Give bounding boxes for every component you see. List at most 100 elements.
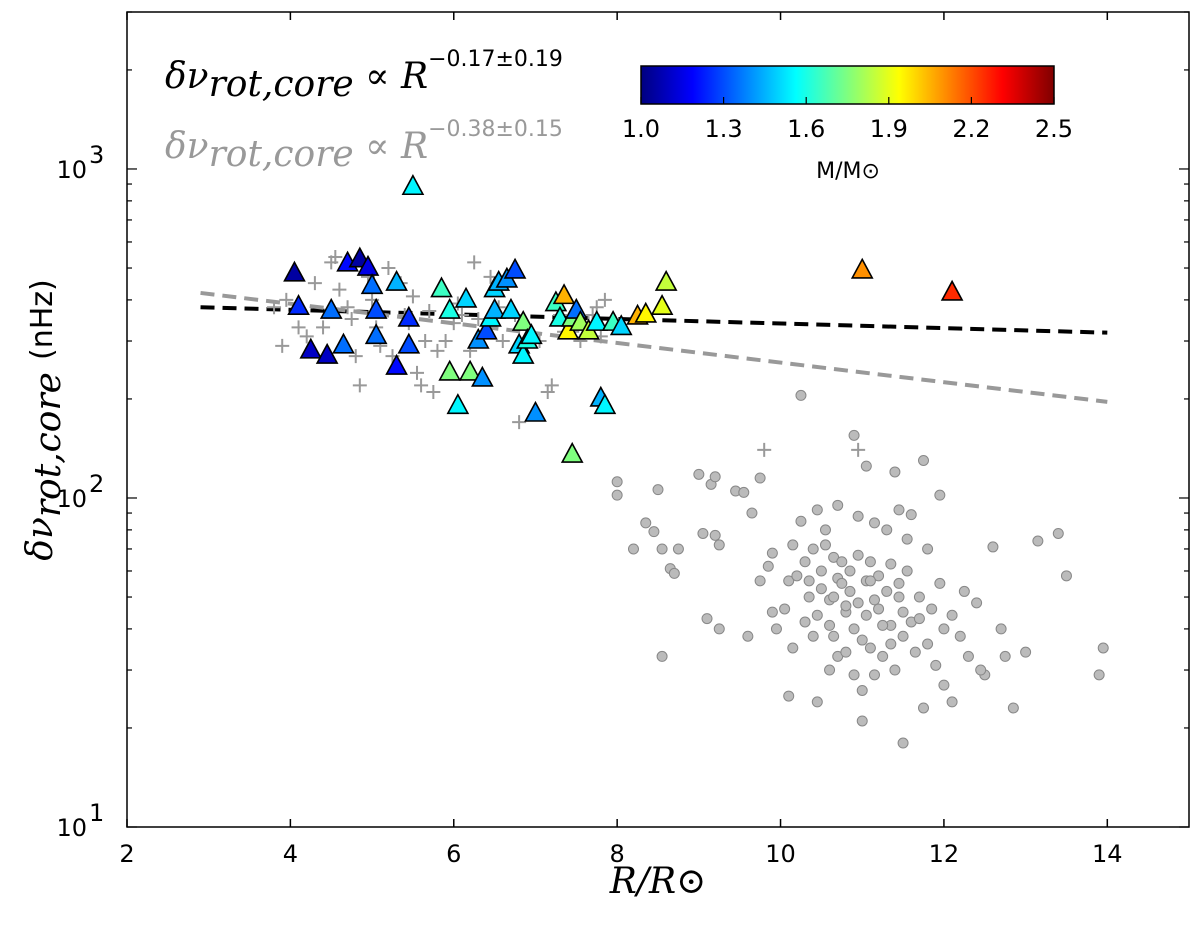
circle-point <box>889 466 901 478</box>
circle-point <box>909 646 921 658</box>
circle-point <box>840 600 852 612</box>
circle-point <box>868 669 880 681</box>
x-tick-label: 8 <box>610 840 625 868</box>
plus-point <box>348 349 363 364</box>
circle-point <box>873 570 885 582</box>
circle-point <box>958 585 970 597</box>
x-tick-label: 6 <box>446 840 461 868</box>
plus-point <box>291 320 306 335</box>
y-tick-label: 10 <box>56 485 87 513</box>
circle-point <box>815 565 827 577</box>
circle-point <box>852 549 864 561</box>
circle-point <box>918 702 929 714</box>
plus-point <box>471 311 486 326</box>
x-tick-label: 12 <box>929 840 960 868</box>
circle-point <box>828 591 840 603</box>
circle-point <box>672 543 684 555</box>
triangle-point <box>364 323 388 345</box>
circle-point <box>656 543 668 555</box>
x-tick-label: 2 <box>119 840 134 868</box>
circle-point <box>701 613 713 625</box>
triangle-point <box>430 276 453 298</box>
fit-annotation-black: δνrot,core ∝ R−0.17±0.19 <box>165 47 563 105</box>
plus-point <box>279 292 294 307</box>
circle-point <box>1093 669 1105 681</box>
circle-point <box>640 517 652 529</box>
circle-point <box>905 509 917 521</box>
triangle-point <box>654 269 678 291</box>
plus-point <box>597 292 612 307</box>
circle-point <box>824 619 836 631</box>
triangle-point <box>385 353 408 375</box>
triangle-point <box>446 393 470 415</box>
circle-point <box>913 591 925 603</box>
colorbar-tick-label: 1.6 <box>787 115 825 143</box>
circle-point <box>913 613 925 625</box>
plus-point <box>410 365 425 380</box>
circle-point <box>836 556 848 568</box>
circle-point <box>656 650 668 662</box>
circle-point <box>1097 642 1109 654</box>
circle-point <box>693 468 705 480</box>
circle-point <box>795 389 807 401</box>
circle-point <box>840 646 852 658</box>
circle-point <box>819 524 831 536</box>
circle-point <box>852 510 864 522</box>
colorbar-tick-label: 1.9 <box>870 115 908 143</box>
triangle-point <box>524 400 547 422</box>
triangle-point <box>499 297 523 319</box>
triangle-point <box>283 260 306 282</box>
y-tick-label: 10 <box>56 156 87 184</box>
triangle-point <box>609 314 633 336</box>
triangle-point <box>475 318 498 340</box>
triangle-point <box>552 283 576 305</box>
circle-point <box>709 529 721 541</box>
circle-point <box>1032 535 1044 547</box>
circle-point <box>987 541 999 553</box>
circle-point <box>787 539 799 551</box>
circle-point <box>885 638 897 650</box>
plus-point <box>430 343 445 358</box>
triangle-point <box>520 323 543 345</box>
circle-point <box>713 539 725 551</box>
triangle-point <box>585 309 609 331</box>
circle-point <box>868 517 880 529</box>
circle-point <box>762 560 774 572</box>
circle-point <box>807 630 819 642</box>
circle-point <box>885 558 897 570</box>
circle-point <box>868 594 880 606</box>
y-axis-label: δνrot,core (nHz) <box>20 279 69 560</box>
circle-point <box>901 565 913 577</box>
plot-frame <box>126 11 1190 828</box>
x-axis-label: R/R⊙ <box>609 861 707 902</box>
circle-point <box>897 606 909 618</box>
triangle-point <box>471 365 494 387</box>
x-tick-label: 4 <box>283 840 298 868</box>
y-axis-label-unit: (nHz) <box>25 279 60 360</box>
circle-point <box>922 543 934 555</box>
plus-point <box>757 442 772 457</box>
triangle-point <box>438 297 462 319</box>
plus-point <box>467 255 482 270</box>
triangle-point <box>650 294 674 316</box>
triangle-point <box>397 332 421 354</box>
colorbar-tick-label: 2.2 <box>952 115 990 143</box>
circle-point <box>836 577 848 589</box>
y-tick-label-exponent: 2 <box>89 470 104 498</box>
circle-point <box>995 623 1007 635</box>
triangle-point <box>511 309 535 331</box>
circle-point <box>766 547 778 559</box>
circle-point <box>946 609 958 621</box>
circle-point <box>930 659 942 671</box>
y-axis-label-sub: rot,core <box>28 372 69 517</box>
circle-point <box>795 515 807 527</box>
colorbar-tick-label: 1.3 <box>705 115 743 143</box>
circle-point <box>934 489 946 501</box>
circle-point <box>999 650 1011 662</box>
circle-point <box>852 597 864 609</box>
circle-point <box>787 642 799 654</box>
triangle-point <box>940 279 964 301</box>
circle-point <box>897 737 909 749</box>
circle-point <box>754 472 766 484</box>
